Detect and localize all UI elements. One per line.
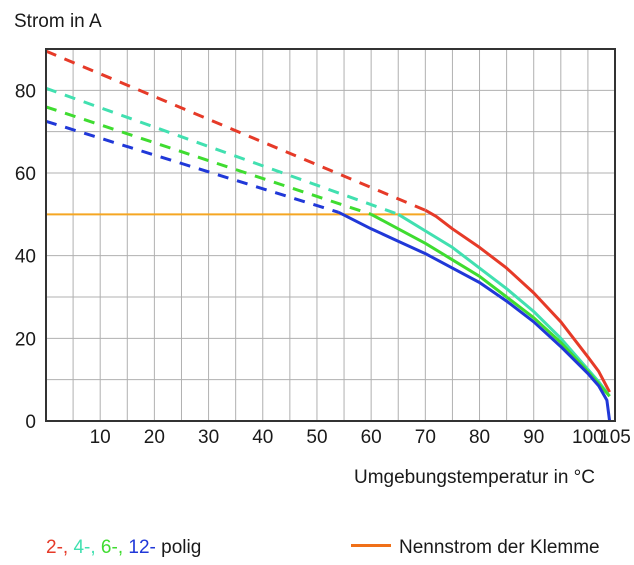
grid [46,49,615,421]
legend-item-polig: polig [155,537,202,558]
y-axis-label: Strom in A [14,11,102,32]
x-tick-label: 90 [523,427,544,448]
series-12-solid [337,210,612,422]
series-6-dashed [45,105,372,216]
series-2-dashed [45,49,426,212]
x-axis-label: Umgebungstemperatur in °C [354,467,595,488]
x-tick-label: 80 [469,427,490,448]
series-12-dashed [45,119,340,214]
series-4-solid [397,213,611,398]
x-tick-label: 20 [144,427,165,448]
y-tick-label: 20 [15,329,36,350]
series-6-solid [370,212,611,398]
legend-item-4: 4-, [68,537,96,558]
legend-reference-swatch [351,544,391,548]
legend-series: 2-, 4-, 6-, 12- polig [46,537,201,559]
y-tick-label: 80 [15,81,36,102]
legend-reference: Nennstrom der Klemme [351,537,600,559]
x-tick-label: 100 [572,427,604,448]
x-tick-label: 10 [90,427,111,448]
x-tick-label: 50 [306,427,327,448]
x-tick-label: 60 [361,427,382,448]
y-tick-label: 60 [15,164,36,185]
legend-item-12: 12- [123,537,156,558]
legend-item-2: 2-, [46,537,69,558]
series-group [45,49,612,422]
series-2-solid [424,208,611,393]
x-tick-label: 70 [415,427,436,448]
legend-reference-label: Nennstrom der Klemme [399,537,600,558]
x-tick-label: 30 [198,427,219,448]
plot-frame [45,48,616,422]
x-tick-label: 105 [599,427,631,448]
x-tick-label: 40 [252,427,273,448]
y-tick-label: 0 [25,412,36,433]
series-4-dashed [45,86,399,216]
y-tick-label: 40 [15,247,36,268]
y-tick-labels: 0 20 40 60 80 [15,81,36,433]
legend-item-6: 6-, [95,537,124,558]
